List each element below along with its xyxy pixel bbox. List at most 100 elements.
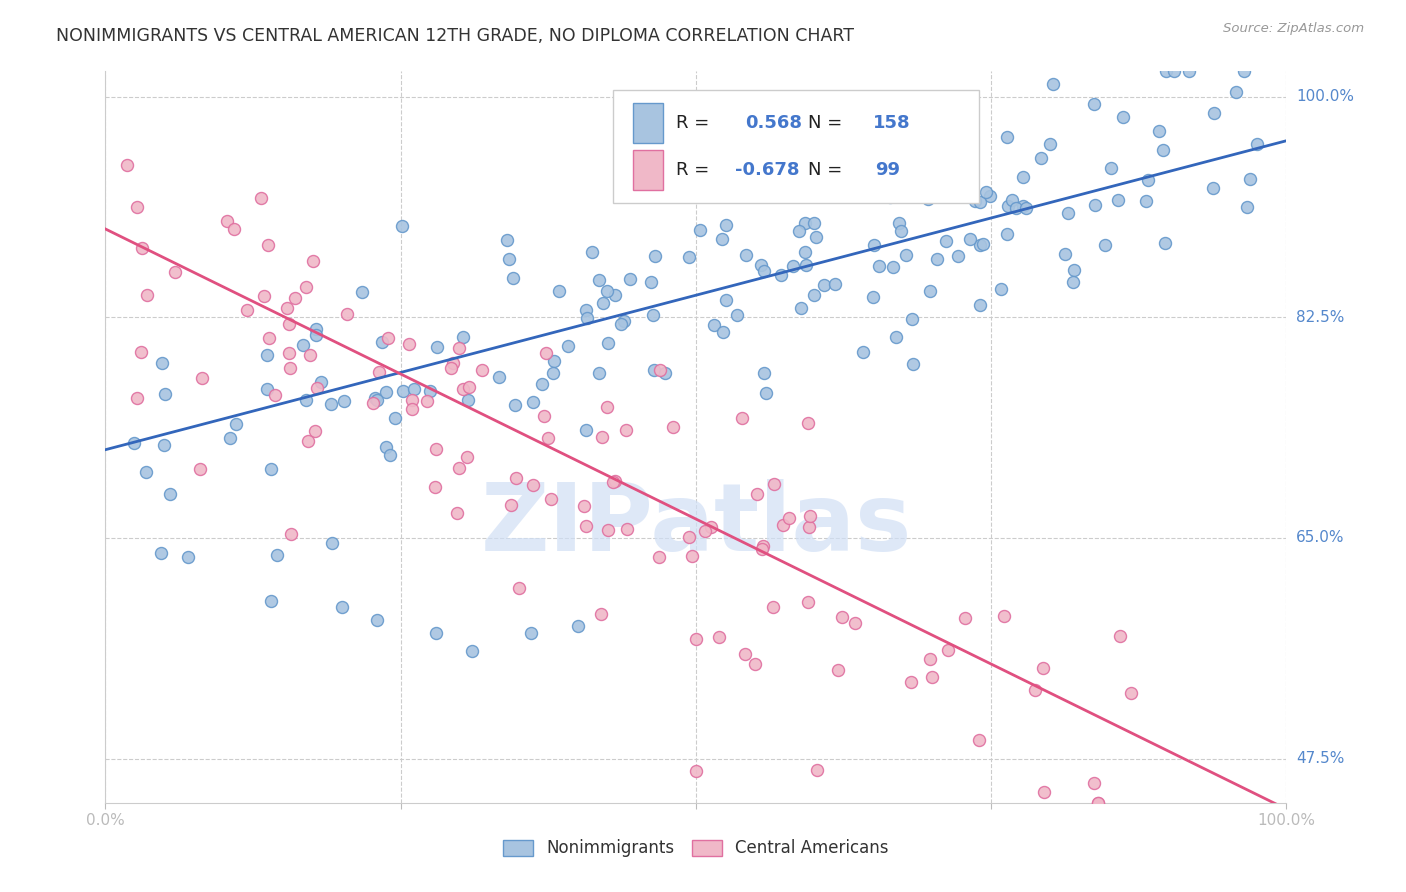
Point <box>662 419 685 434</box>
Point <box>350 285 373 300</box>
Point <box>253 289 276 303</box>
Point <box>305 328 328 343</box>
Point <box>333 393 356 408</box>
Point <box>222 221 245 235</box>
Point <box>969 237 991 252</box>
Point <box>505 471 527 485</box>
Point <box>827 664 849 678</box>
Point <box>1057 206 1080 220</box>
Point <box>797 520 820 534</box>
Point <box>588 273 610 287</box>
Point <box>260 594 283 608</box>
Point <box>496 233 519 247</box>
Point <box>177 549 200 564</box>
Text: 65.0%: 65.0% <box>1296 531 1344 546</box>
Point <box>762 476 785 491</box>
Point <box>256 348 278 362</box>
Point <box>508 582 530 596</box>
Point <box>1178 64 1201 78</box>
Point <box>115 158 138 172</box>
Point <box>745 487 768 501</box>
Point <box>689 223 711 237</box>
Text: 99: 99 <box>876 161 900 178</box>
Point <box>640 275 662 289</box>
Point <box>488 369 510 384</box>
Point <box>575 302 598 317</box>
Point <box>330 600 353 615</box>
Point <box>602 475 624 489</box>
Point <box>425 625 447 640</box>
Point <box>460 644 482 658</box>
Point <box>751 539 773 553</box>
Point <box>794 216 817 230</box>
Point <box>191 371 214 385</box>
Point <box>368 365 391 379</box>
Point <box>295 393 318 408</box>
Point <box>735 248 758 262</box>
Point <box>1015 201 1038 215</box>
Point <box>377 331 399 345</box>
Point <box>749 258 772 272</box>
Point <box>782 259 804 273</box>
Point <box>969 732 991 747</box>
Point <box>969 298 991 312</box>
Point <box>307 381 329 395</box>
Point <box>534 345 557 359</box>
Point <box>901 357 924 371</box>
Point <box>257 331 280 345</box>
Point <box>647 549 669 564</box>
Point <box>425 442 447 456</box>
Point <box>778 510 800 524</box>
Point <box>678 251 700 265</box>
Point <box>890 224 912 238</box>
Point <box>1202 180 1225 194</box>
Point <box>1083 776 1105 790</box>
Point <box>852 345 875 359</box>
Point <box>744 657 766 671</box>
Point <box>280 526 302 541</box>
Point <box>711 325 734 339</box>
Point <box>533 409 555 424</box>
Point <box>540 491 562 506</box>
Point <box>900 311 922 326</box>
Point <box>927 252 949 267</box>
Point <box>863 237 886 252</box>
Point <box>1163 64 1185 78</box>
Point <box>574 519 596 533</box>
Point <box>711 232 734 246</box>
Point <box>309 375 332 389</box>
Point <box>297 434 319 448</box>
Point <box>1147 124 1170 138</box>
Point <box>263 387 285 401</box>
Point <box>879 153 901 167</box>
Point <box>806 763 828 777</box>
Point <box>917 192 939 206</box>
Point <box>762 599 785 614</box>
Point <box>581 244 603 259</box>
Point <box>150 356 173 370</box>
Point <box>1094 238 1116 252</box>
FancyBboxPatch shape <box>633 150 662 190</box>
Point <box>907 135 929 149</box>
Point <box>886 329 908 343</box>
Point <box>557 339 579 353</box>
Point <box>921 670 943 684</box>
Point <box>574 499 596 513</box>
Point <box>375 440 398 454</box>
Point <box>401 402 423 417</box>
Point <box>292 338 315 352</box>
Point <box>1154 64 1177 78</box>
Point <box>787 224 810 238</box>
Point <box>548 284 571 298</box>
Point <box>882 260 904 274</box>
Point <box>380 448 402 462</box>
Point <box>596 400 619 414</box>
Point <box>188 462 211 476</box>
Point <box>129 344 152 359</box>
Point <box>503 398 526 412</box>
Point <box>790 301 813 315</box>
Point <box>219 431 242 445</box>
Point <box>1107 193 1129 207</box>
Point <box>603 288 626 302</box>
Point <box>499 499 522 513</box>
